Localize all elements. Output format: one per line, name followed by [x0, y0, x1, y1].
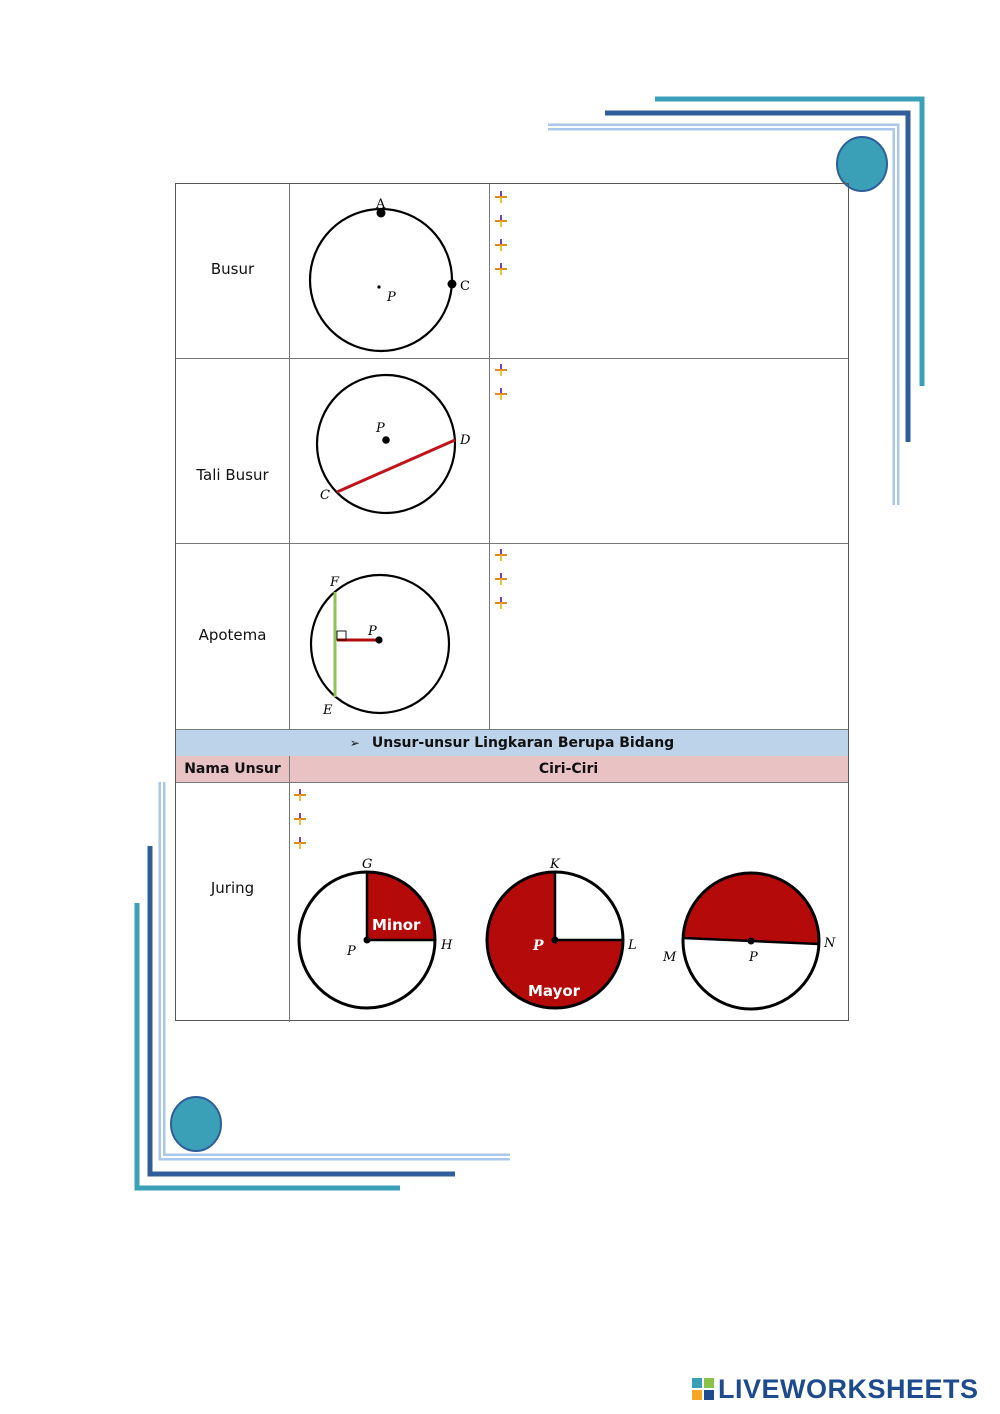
point-label: N — [823, 936, 836, 951]
worksheet-table: Busur Tali Busur Apotema A C P P D C F P… — [175, 183, 849, 1022]
bullet-icon — [495, 573, 507, 585]
bullet-icon — [294, 789, 306, 801]
section-header: ➢ Unsur-unsur Lingkaran Berupa Bidang — [176, 729, 848, 757]
bullet-icon — [495, 263, 507, 275]
point-label: P — [346, 944, 356, 959]
row-divider — [176, 543, 848, 544]
column-header-name: Nama Unsur — [184, 761, 281, 777]
column-divider — [489, 184, 490, 729]
column-header-traits: Ciri-Ciri — [538, 761, 599, 777]
point-label: C — [460, 279, 470, 294]
logo-mark-icon — [692, 1378, 714, 1400]
sector-label-minor: Minor — [372, 916, 421, 934]
row-label-tali-busur: Tali Busur — [196, 466, 269, 484]
liveworksheets-logo: LIVEWORKSHEETS — [692, 1374, 979, 1404]
bullet-icon — [495, 239, 507, 251]
bullet-icon — [495, 597, 507, 609]
juring-diagrams: G H P Minor K L P Mayor M N P — [297, 857, 836, 1011]
bullet-icon — [294, 837, 306, 849]
row-label-juring: Juring — [210, 879, 255, 897]
busur-diagram: A C P — [308, 197, 470, 353]
tali-busur-diagram: P D C — [315, 373, 471, 515]
section-header-text: Unsur-unsur Lingkaran Berupa Bidang — [371, 735, 675, 751]
column-divider — [289, 184, 290, 1022]
bullet-icon — [495, 215, 507, 227]
bullet-icon — [294, 813, 306, 825]
point-label: P — [748, 950, 758, 965]
point-label: E — [322, 703, 333, 718]
row-label-apotema: Apotema — [198, 626, 267, 644]
point-label: H — [440, 938, 453, 953]
point-label: K — [549, 857, 561, 872]
top-right-frame — [548, 96, 925, 505]
point-label: P — [375, 421, 385, 436]
juring-mayor-figure: K L P Mayor — [485, 857, 637, 1010]
point-label: A — [375, 197, 386, 212]
point-label: M — [662, 950, 677, 965]
point-label: F — [329, 575, 340, 590]
apotema-diagram: F P E — [309, 573, 451, 718]
sector-label-mayor: Mayor — [528, 982, 581, 1000]
juring-half-figure: M N P — [662, 871, 836, 1011]
bullet-icon — [495, 388, 507, 400]
bullet-icon — [495, 191, 507, 203]
row-label-busur: Busur — [210, 260, 255, 278]
bottom-left-frame — [134, 782, 510, 1191]
point-label: C — [320, 488, 330, 503]
point-label: G — [362, 857, 372, 872]
bullet-icon — [495, 549, 507, 561]
point-label: P — [532, 938, 544, 954]
point-label: P — [367, 624, 377, 639]
point-label: L — [627, 938, 637, 953]
row-divider — [176, 358, 848, 359]
juring-minor-figure: G H P Minor — [297, 857, 453, 1010]
point-label: D — [459, 433, 471, 448]
arrow-bullet-icon: ➢ — [349, 736, 360, 750]
logo-text: LIVEWORKSHEETS — [718, 1373, 979, 1404]
column-header-row: Nama Unsur Ciri-Ciri — [176, 756, 848, 783]
bullet-icon — [495, 364, 507, 376]
point-label: P — [386, 290, 396, 305]
column-divider — [289, 756, 290, 1022]
